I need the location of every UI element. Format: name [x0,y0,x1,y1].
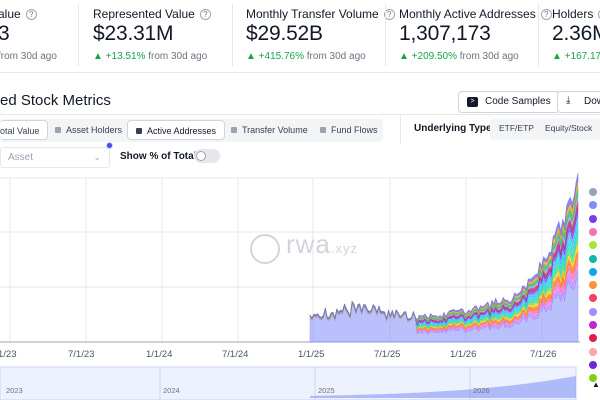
stat-change: from 30d ago [0,51,57,62]
stat-value: 1,307,173 [399,22,491,45]
tab-fund-flows[interactable]: Fund Flows [320,120,378,140]
stat-divider [538,4,539,66]
info-icon[interactable]: ? [25,9,37,20]
x-tick-label: 1/1/24 [146,349,173,360]
range-navigator [0,366,577,400]
terminal-icon: > [467,97,478,107]
info-icon[interactable]: ? [540,9,552,20]
show-pct-toggle[interactable] [194,149,220,163]
x-tick-label: 7/1/24 [222,349,249,360]
chevron-down-icon: ⌄ [93,152,101,162]
legend-swatch[interactable] [589,188,597,196]
tab-active-addresses[interactable]: Active Addresses [127,120,226,140]
stats-row: alue? 3 from 30d ago Represented Value? … [0,0,600,72]
legend-swatch[interactable] [589,374,597,383]
navigator-tick-label: 2023 [6,386,23,395]
stat-divider [385,4,386,66]
divider [0,72,600,73]
section-title: ed Stock Metrics [0,92,111,109]
stat-label: alue? [0,7,37,21]
tab-asset-holders[interactable]: Asset Holders [55,120,122,140]
watermark: rwa.xyz [286,229,359,259]
navigator-tick-label: 2024 [163,386,180,395]
tab-etf-etp[interactable]: ETF/ETP [499,123,534,133]
underlying-type-label: Underlying Type [414,123,492,134]
x-tick-label: 7/1/23 [68,349,95,360]
stat-label: Represented Value? [93,7,211,21]
underlying-type-tabbar [490,119,600,140]
asset-select[interactable]: Asset ⌄ [0,147,110,168]
watermark-globe-icon [250,234,280,264]
navigator-tick-label: 2026 [473,386,490,395]
legend-swatch[interactable] [589,321,597,329]
lock-icon [231,127,237,133]
stat-change: ▲ +13.51% from 30d ago [93,51,208,62]
lock-icon [55,127,61,133]
stat-value: 3 [0,22,10,45]
x-tick-label: 1/1/26 [450,349,477,360]
tab-transfer-volume[interactable]: Transfer Volume [231,120,308,140]
stat-label: Monthly Active Addresses? [399,7,552,21]
triangle-icon: ▲ [592,380,600,389]
legend-swatch[interactable] [589,201,597,210]
legend-swatch[interactable] [589,281,597,290]
code-samples-button[interactable]: > Code Samples [458,91,560,113]
stat-change: ▲ +415.76% from 30d ago [246,51,366,62]
stat-value: $29.52B [246,22,323,45]
stat-value: 2.36M [552,22,600,45]
divider [400,114,401,144]
x-tick-label: 7/1/25 [374,349,401,360]
stat-value: $23.31M [93,22,174,45]
filter-indicator-dot [106,142,113,149]
lock-icon [320,127,326,133]
navigator-tick-label: 2025 [318,386,335,395]
legend-swatch[interactable] [589,267,597,276]
legend-page-indicator[interactable]: ▲1 [592,380,600,389]
legend-swatch[interactable] [589,294,597,303]
show-pct-label: Show % of Total [120,151,197,162]
tab-total-value[interactable]: otal Value [0,120,49,140]
download-icon: ⤓ [566,95,571,106]
lock-icon [136,128,142,134]
x-tick-label: 1/23 [0,349,17,360]
stat-label: Monthly Transfer Volume? [246,7,395,21]
legend-swatch[interactable] [589,307,597,316]
tab-equity-stock[interactable]: Equity/Stock [545,123,593,133]
active-addresses-chart[interactable] [0,170,600,400]
info-icon[interactable]: ? [383,9,395,20]
x-tick-label: 1/1/25 [298,349,325,360]
stat-divider [78,4,79,66]
info-icon[interactable]: ? [199,9,211,20]
legend-swatch[interactable] [589,254,597,263]
navigator-area [310,376,576,398]
legend-swatch[interactable] [589,334,597,343]
download-button[interactable]: ⤓Dow [557,91,600,113]
legend-swatch[interactable] [589,241,597,250]
stat-divider [232,4,233,66]
toggle-knob [196,151,206,161]
x-tick-label: 7/1/26 [530,349,557,360]
stat-label: Holders? [552,7,600,21]
area-series-16 [309,173,579,322]
stat-change: ▲ +167.17% [552,51,600,62]
legend-swatch[interactable] [589,214,597,223]
stat-change: ▲ +209.50% from 30d ago [399,51,519,62]
legend-swatch[interactable] [589,227,597,236]
chart-areas [309,173,579,343]
legend-swatch[interactable] [589,360,597,369]
legend-swatch[interactable] [589,347,597,356]
divider [0,114,600,115]
